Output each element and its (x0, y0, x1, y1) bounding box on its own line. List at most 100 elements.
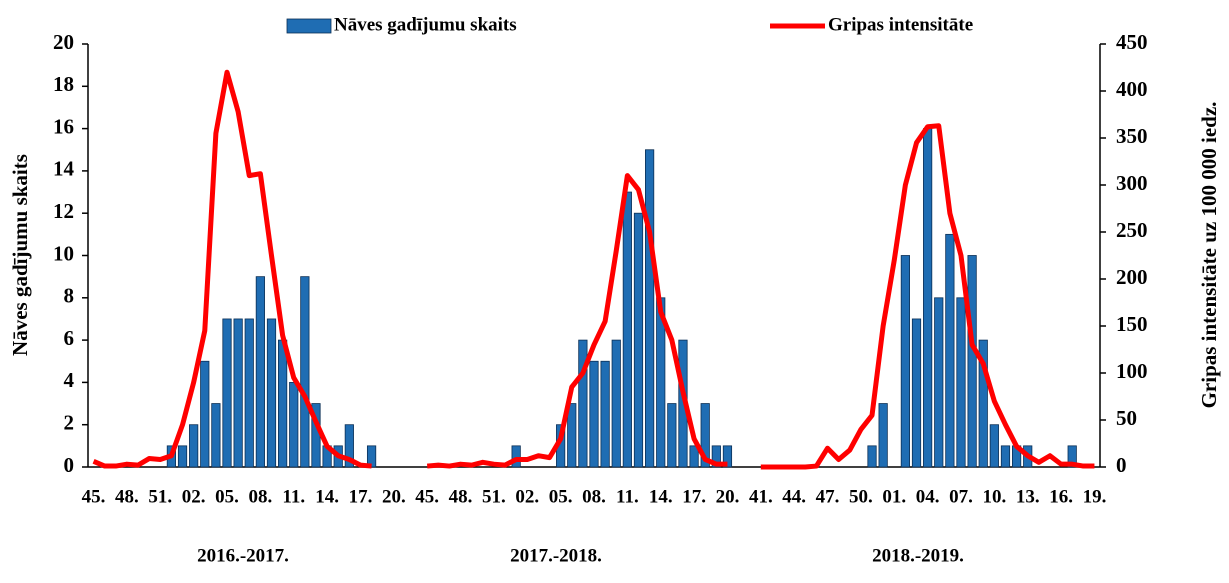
x-tick-label: 10. (982, 486, 1006, 507)
x-tick-label: 08. (582, 486, 606, 507)
x-tick-label: 45. (415, 486, 439, 507)
x-tick-label: 05. (215, 486, 239, 507)
x-tick-label: 45. (82, 486, 106, 507)
x-tick-label: 08. (248, 486, 272, 507)
bar (266, 318, 277, 468)
y2-axis-title: Gripas intensitāte uz 100 000 iedz. (1197, 102, 1221, 409)
y2-tick-label: 100 (1116, 359, 1148, 383)
y-tick-label: 12 (53, 199, 74, 223)
bar (289, 381, 299, 468)
group-label: 2018.-2019. (872, 545, 964, 566)
bar (667, 403, 677, 468)
bar (622, 191, 632, 468)
y2-tick-label: 200 (1116, 265, 1148, 289)
legend-label: Gripas intensitāte (828, 14, 973, 35)
bar (600, 360, 610, 468)
bar (956, 297, 966, 468)
y2-tick-label: 50 (1116, 406, 1137, 430)
line (92, 69, 1095, 470)
bar (200, 360, 210, 468)
y2-tick-label: 350 (1116, 124, 1148, 148)
bar (645, 149, 655, 468)
x-tick-label: 14. (649, 486, 673, 507)
bar (945, 233, 955, 468)
bar (867, 445, 877, 468)
y-tick-label: 18 (53, 72, 74, 96)
x-tick-label: 14. (315, 486, 339, 507)
legend-label: Nāves gadījumu skaits (334, 14, 517, 35)
x-tick-label: 11. (282, 486, 305, 507)
x-tick-label: 41. (749, 486, 773, 507)
y2-tick-label: 450 (1116, 30, 1148, 54)
bar (878, 403, 888, 468)
y-tick-label: 2 (64, 411, 75, 435)
bar (211, 403, 221, 468)
y-axis-title: Nāves gadījumu skaits (8, 154, 32, 356)
x-tick-label: 01. (882, 486, 906, 507)
bar (233, 318, 243, 468)
bar (711, 445, 721, 468)
y-tick-label: 10 (53, 241, 74, 265)
bar (222, 318, 232, 468)
y2-tick-label: 150 (1116, 312, 1148, 336)
x-tick-label: 04. (916, 486, 940, 507)
x-tick-label: 47. (816, 486, 840, 507)
y-tick-label: 8 (64, 284, 75, 308)
bar (989, 424, 999, 468)
bar (278, 339, 288, 468)
y2-tick-label: 300 (1116, 171, 1148, 195)
x-tick-label: 07. (949, 486, 973, 507)
x-tick-label: 48. (115, 486, 139, 507)
y-tick-label: 4 (64, 368, 75, 392)
bar (934, 297, 944, 468)
bar (255, 276, 265, 468)
x-tick-label: 20. (382, 486, 406, 507)
bar (511, 445, 521, 468)
y2-tick-label: 0 (1116, 453, 1127, 477)
x-tick-label: 48. (449, 486, 473, 507)
legend-swatch (286, 18, 332, 34)
x-tick-label: 19. (1083, 486, 1107, 507)
x-tick-label: 20. (716, 486, 740, 507)
x-tick-label: 44. (782, 486, 806, 507)
y-tick-label: 14 (53, 157, 75, 181)
x-tick-label: 16. (1049, 486, 1073, 507)
bar (923, 128, 933, 468)
bar (366, 445, 377, 468)
bar (300, 276, 310, 468)
x-tick-label: 13. (1016, 486, 1040, 507)
x-tick-label: 05. (549, 486, 573, 507)
x-tick-label: 11. (616, 486, 639, 507)
group-label: 2016.-2017. (197, 545, 289, 566)
bar (1000, 445, 1011, 468)
bar (900, 255, 910, 468)
x-tick-label: 17. (682, 486, 706, 507)
bar (589, 360, 599, 468)
x-tick-label: 51. (148, 486, 172, 507)
x-tick-label: 17. (349, 486, 373, 507)
bar (344, 424, 354, 468)
group-label: 2017.-2018. (510, 545, 602, 566)
y-tick-label: 0 (64, 453, 75, 477)
bar (244, 318, 254, 468)
bar (700, 403, 710, 468)
bar (578, 339, 588, 468)
y-tick-label: 16 (53, 114, 74, 138)
bar (189, 424, 199, 468)
y2-tick-label: 250 (1116, 218, 1148, 242)
x-tick-label: 51. (482, 486, 506, 507)
bar (177, 445, 188, 468)
bar (722, 445, 733, 468)
bar (611, 339, 621, 468)
bar (967, 255, 977, 468)
bar (1067, 445, 1077, 468)
y-tick-label: 20 (53, 30, 74, 54)
x-tick-label: 02. (515, 486, 539, 507)
y-tick-label: 6 (64, 326, 75, 350)
bar (689, 445, 699, 468)
x-tick-label: 50. (849, 486, 873, 507)
x-tick-label: 02. (182, 486, 206, 507)
bar (633, 212, 644, 468)
y2-tick-label: 400 (1116, 77, 1148, 101)
